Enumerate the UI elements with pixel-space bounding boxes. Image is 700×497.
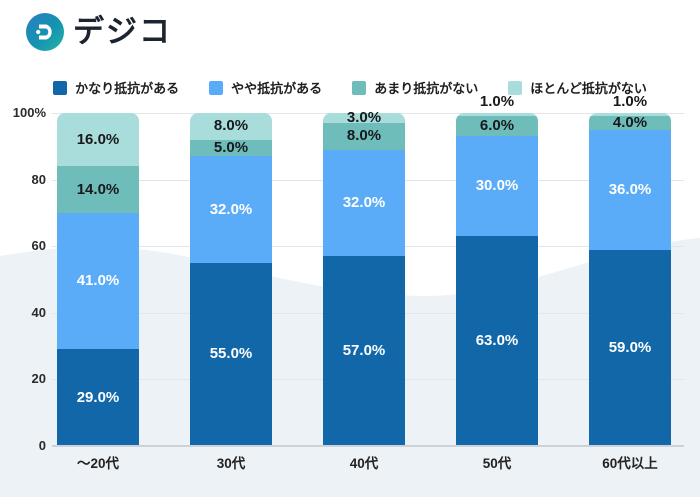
bar-value-label: 36.0% — [608, 180, 652, 198]
bar-segment — [190, 113, 272, 140]
bar-value-label: 6.0% — [479, 117, 515, 135]
bar-stack — [589, 113, 671, 446]
bar-segment — [589, 116, 671, 130]
bar-segment — [190, 156, 272, 263]
bar: 29.0% 41.0% 14.0% 16.0% — [57, 113, 139, 446]
legend-item: あまり抵抗がない — [352, 78, 478, 97]
bar: 57.0% 32.0% 8.0% 3.0% — [323, 109, 405, 446]
bar-segment — [456, 113, 538, 117]
bar-value-label: 14.0% — [76, 180, 120, 198]
bar-value-label: 55.0% — [209, 345, 253, 363]
bar-segment — [456, 136, 538, 237]
legend-swatch-icon — [352, 80, 367, 95]
digico-d-icon — [26, 13, 64, 51]
bar-segment — [589, 249, 671, 446]
legend-item: やや抵抗がある — [209, 78, 322, 97]
bar-segment — [190, 262, 272, 446]
y-axis-tick-label: 40 — [31, 304, 46, 320]
bar-labels: 57.0% 32.0% 8.0% 3.0% — [323, 109, 405, 446]
y-axis-tick-label: 60 — [31, 238, 46, 254]
legend-item: ほとんど抵抗がない — [508, 78, 647, 97]
y-axis-tick-label: 20 — [31, 371, 46, 387]
bar: 63.0% 30.0% 6.0% 1.0% — [456, 93, 538, 446]
bar-value-label: 16.0% — [76, 130, 120, 148]
y-axis-tick-label: 100% — [12, 105, 46, 120]
bar-segment — [456, 116, 538, 137]
bar-value-label: 1.0% — [479, 93, 515, 110]
bar-value-label: 32.0% — [209, 200, 253, 218]
bar-segment — [323, 256, 405, 446]
legend-swatch-icon — [53, 80, 68, 95]
bar: 55.0% 32.0% 5.0% 8.0% — [190, 113, 272, 446]
bar-stack — [456, 113, 538, 446]
bar-value-label: 63.0% — [475, 332, 519, 350]
bar-value-label: 8.0% — [346, 127, 382, 145]
x-axis-label: ～20代 — [76, 456, 120, 471]
bar-value-label: 8.0% — [213, 117, 249, 135]
legend-label: やや抵抗がある — [231, 81, 323, 96]
bar: 59.0% 36.0% 4.0% 1.0% — [589, 93, 671, 446]
bar-value-label: 4.0% — [612, 114, 648, 131]
bar-value-label: 30.0% — [475, 177, 519, 195]
bar-segment — [323, 123, 405, 150]
legend-swatch-icon — [209, 80, 224, 95]
bar-labels: 59.0% 36.0% 4.0% 1.0% — [589, 93, 671, 446]
y-axis-tick-label: 80 — [31, 171, 46, 187]
x-axis-label: 60代以上 — [602, 456, 658, 471]
x-axis-label: 30代 — [216, 456, 246, 471]
legend-item: かなり抵抗がある — [53, 78, 179, 97]
bar-segment — [57, 212, 139, 350]
bar-labels: 63.0% 30.0% 6.0% 1.0% — [456, 93, 538, 446]
bar-stack — [323, 113, 405, 446]
bar-segment — [589, 113, 671, 117]
bar-segment — [323, 113, 405, 123]
plot-area: 29.0% 41.0% 14.0% 16.0% 55.0% 32.0% 5.0% 8.0% 57… — [52, 93, 684, 446]
x-axis-line — [52, 445, 684, 447]
bar-value-label: 5.0% — [213, 138, 249, 156]
legend-label: ほとんど抵抗がない — [530, 81, 647, 96]
bar-segment — [456, 236, 538, 446]
bar-segment — [190, 139, 272, 157]
bar-segment — [589, 129, 671, 250]
bar-labels: 29.0% 41.0% 14.0% 16.0% — [57, 113, 139, 446]
y-axis-tick-label: 0 — [38, 438, 46, 453]
bar-value-label: 1.0% — [612, 93, 648, 110]
bar-value-label: 57.0% — [342, 342, 386, 360]
legend-label: あまり抵抗がない — [374, 81, 479, 96]
bar-labels: 55.0% 32.0% 5.0% 8.0% — [190, 113, 272, 446]
bar-value-label: 41.0% — [76, 272, 120, 290]
bar-stack — [57, 113, 139, 446]
bar-value-label: 59.0% — [608, 338, 652, 356]
bar-stack — [190, 113, 272, 446]
x-axis-label: 40代 — [349, 456, 379, 471]
bar-segment — [323, 149, 405, 257]
legend-label: かなり抵抗がある — [75, 81, 180, 96]
logo-text: デジコ — [73, 14, 172, 49]
bar-value-label: 29.0% — [76, 388, 120, 406]
bar-segment — [57, 166, 139, 213]
x-axis-label: 50代 — [482, 456, 512, 471]
bar-value-label: 32.0% — [342, 193, 386, 211]
logo: デジコ — [26, 13, 172, 51]
bar-value-label: 3.0% — [346, 109, 382, 126]
bar-segment — [57, 113, 139, 167]
chart-legend: かなり抵抗がある やや抵抗がある あまり抵抗がない ほとんど抵抗がない — [0, 78, 700, 97]
legend-swatch-icon — [508, 80, 523, 95]
bar-segment — [57, 349, 139, 446]
